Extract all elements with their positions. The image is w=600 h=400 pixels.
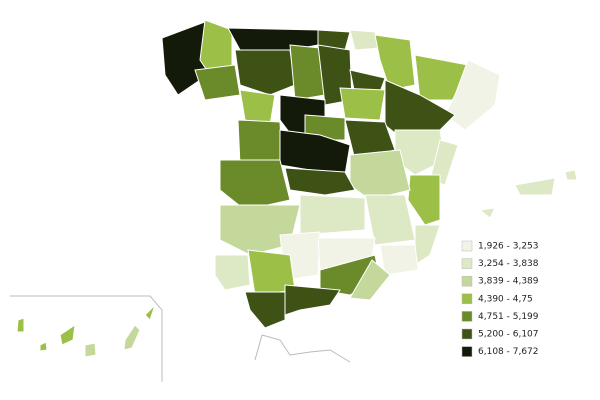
legend-label: 6,108 - 7,672 — [478, 347, 539, 357]
legend-swatch — [461, 328, 473, 340]
legend-label: 3,254 - 3,838 — [478, 259, 539, 269]
region — [194, 64, 241, 101]
region — [84, 342, 97, 358]
region — [239, 89, 276, 126]
legend-label: 3,839 - 4,389 — [478, 277, 539, 287]
legend-swatch — [461, 275, 473, 287]
region — [219, 159, 291, 211]
legend-swatch — [461, 311, 473, 322]
regions — [16, 19, 578, 358]
region — [214, 254, 251, 291]
region — [299, 194, 366, 236]
region — [237, 119, 283, 166]
region — [339, 87, 386, 121]
region — [244, 291, 286, 329]
region — [429, 139, 459, 186]
region — [219, 204, 301, 256]
legend-label: 5,200 - 6,107 — [478, 330, 539, 340]
region — [39, 341, 48, 352]
region — [59, 323, 76, 346]
region — [349, 149, 411, 201]
region — [478, 207, 496, 219]
region — [284, 284, 341, 316]
region — [414, 224, 441, 266]
region — [144, 304, 156, 321]
legend: 1,926 - 3,253 3,254 - 3,838 3,839 - 4,389 4… — [461, 240, 539, 357]
coast-line — [254, 334, 351, 363]
region — [284, 167, 356, 196]
legend-swatch — [461, 346, 473, 357]
region — [444, 59, 501, 131]
legend-swatch — [461, 293, 473, 305]
region — [407, 174, 441, 226]
region — [234, 49, 296, 96]
region — [16, 317, 25, 333]
legend-label: 4,390 - 4,75 — [478, 294, 533, 304]
region — [514, 177, 556, 196]
region — [123, 324, 141, 351]
inset-frame — [10, 295, 163, 382]
legend-label: 4,751 - 5,199 — [478, 312, 539, 322]
legend-swatch — [461, 258, 473, 269]
region — [349, 259, 391, 301]
legend-label: 1,926 - 3,253 — [478, 242, 539, 252]
africa-coast — [10, 295, 351, 382]
region — [379, 244, 419, 276]
legend-swatch — [461, 240, 473, 252]
region — [564, 169, 578, 181]
region — [304, 114, 346, 141]
